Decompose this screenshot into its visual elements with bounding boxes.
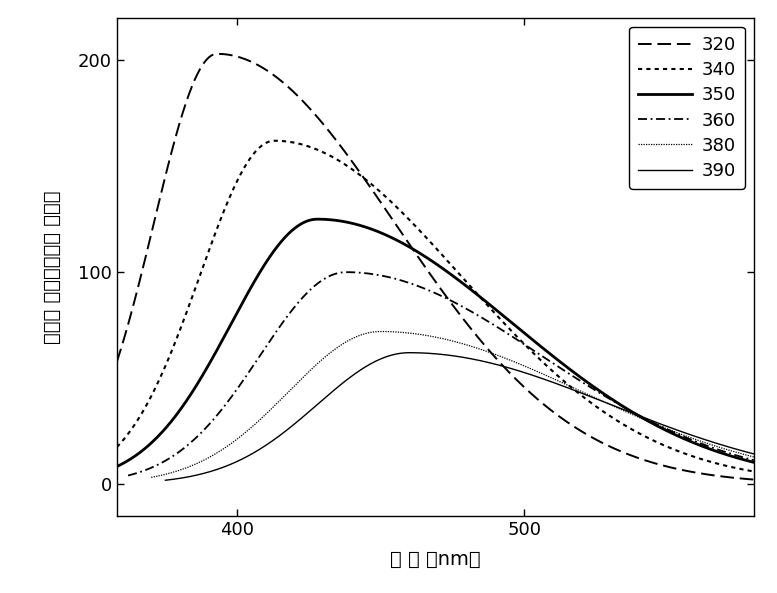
380: [623, 409, 632, 416]
380: [763, 457, 772, 464]
Line: 380: 380: [152, 331, 768, 477]
340: [744, 467, 753, 474]
340: [744, 467, 754, 474]
340: [623, 423, 632, 431]
340: [137, 410, 146, 417]
360: [406, 280, 416, 287]
390: [406, 349, 416, 356]
320: [137, 270, 146, 277]
360: [744, 455, 754, 463]
320: [763, 477, 772, 484]
390: [744, 449, 753, 456]
320: [744, 476, 753, 483]
340: [424, 237, 434, 244]
360: [763, 460, 772, 467]
350: [137, 448, 146, 455]
380: [744, 452, 753, 459]
390: [424, 350, 434, 357]
390: [763, 454, 772, 461]
Line: 360: 360: [128, 272, 768, 476]
320: [623, 451, 632, 458]
390: [744, 449, 754, 456]
390: [623, 408, 632, 415]
340: [406, 218, 416, 225]
360: [744, 455, 753, 463]
380: [744, 452, 754, 459]
350: [744, 457, 753, 464]
Line: 390: 390: [166, 353, 768, 480]
Line: 320: 320: [117, 54, 768, 480]
Legend: 320, 340, 350, 360, 380, 390: 320, 340, 350, 360, 380, 390: [629, 27, 744, 189]
350: [623, 406, 632, 413]
350: [744, 458, 754, 465]
380: [406, 330, 416, 337]
Line: 350: 350: [117, 219, 768, 467]
320: [424, 269, 434, 276]
360: [137, 468, 146, 475]
340: [763, 470, 772, 477]
380: [424, 332, 434, 339]
360: [424, 287, 434, 294]
350: [406, 244, 416, 251]
360: [623, 406, 632, 413]
350: [763, 462, 772, 469]
320: [744, 476, 754, 483]
X-axis label: 波 长 （nm）: 波 长 （nm）: [390, 550, 480, 569]
320: [406, 244, 416, 251]
Line: 340: 340: [117, 141, 768, 474]
Text: 光致发 光强度（原子 单位）: 光致发 光强度（原子 单位）: [44, 190, 62, 343]
350: [424, 256, 434, 263]
